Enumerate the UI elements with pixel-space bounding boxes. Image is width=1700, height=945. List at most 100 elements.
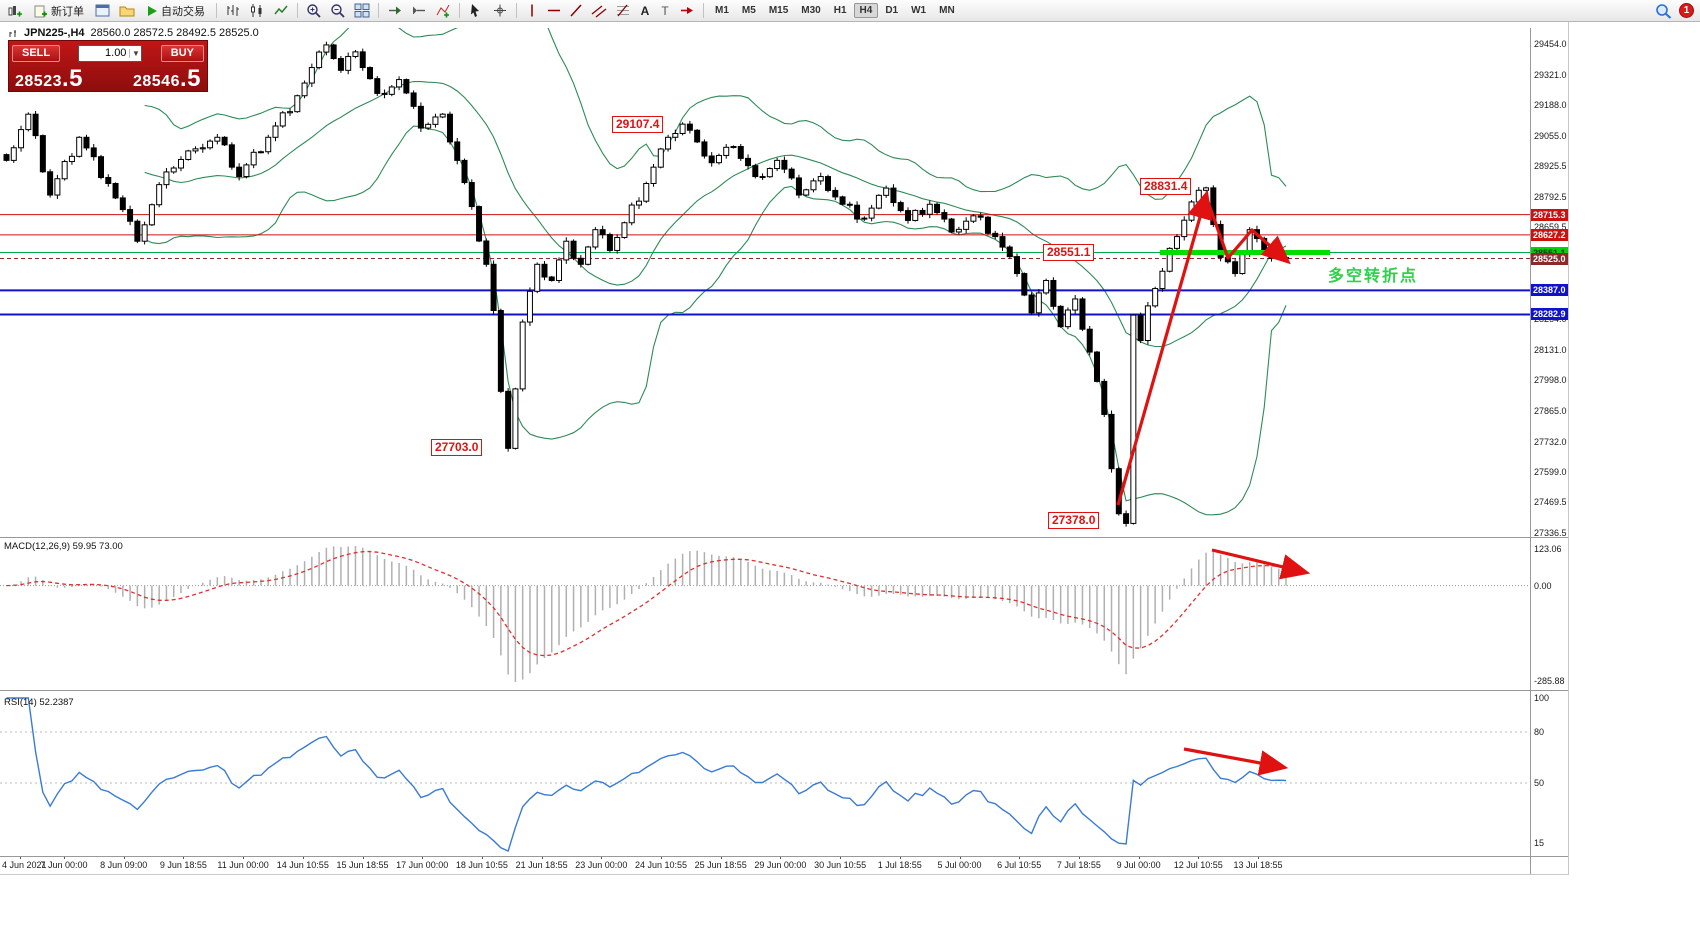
tf-d1[interactable]: D1 — [885, 5, 899, 16]
tf-m1[interactable]: M1 — [715, 5, 729, 16]
note-text: 多空转折点 — [1328, 268, 1419, 285]
auto-scroll-icon[interactable] — [384, 2, 406, 20]
time-tick — [1019, 856, 1021, 859]
cursor-icon[interactable] — [465, 2, 487, 20]
time-label: 13 Jul 18:55 — [1233, 860, 1283, 870]
price-tick: 27865.0 — [1534, 405, 1567, 416]
tf-h4[interactable]: H4 — [853, 3, 879, 18]
tf-mn[interactable]: MN — [939, 5, 955, 16]
fibonacci-icon[interactable] — [612, 2, 634, 20]
time-label: 8 Jun 09:00 — [100, 860, 148, 870]
time-tick — [123, 856, 125, 859]
candlestick-icon[interactable] — [246, 2, 268, 20]
price-tick: 28792.5 — [1534, 191, 1567, 202]
search-icon[interactable] — [1652, 2, 1675, 20]
notification-badge[interactable]: 1 — [1679, 3, 1694, 18]
chart-ohlc: 28560.0 28572.5 28492.5 28525.0 — [90, 27, 259, 39]
time-tick — [720, 856, 722, 859]
macd-panel[interactable] — [0, 540, 1530, 688]
time-tick — [302, 856, 304, 859]
zoom-in-icon[interactable] — [303, 2, 325, 20]
volume-input[interactable] — [79, 45, 130, 61]
price-tick: 27469.5 — [1534, 497, 1567, 508]
tf-m15[interactable]: M15 — [768, 5, 789, 16]
price-tick: 27998.0 — [1534, 375, 1567, 386]
time-label: 29 Jun 00:00 — [754, 860, 807, 870]
buy-price[interactable]: 28546.5 — [132, 67, 201, 91]
sell-price-main: 28523 — [15, 73, 62, 90]
price-callout[interactable]: 28831.4 — [1140, 178, 1192, 195]
arrows-icon[interactable] — [676, 2, 698, 20]
time-label: 1 Jul 18:55 — [877, 860, 922, 870]
time-tick — [780, 856, 782, 859]
tf-w1[interactable]: W1 — [911, 5, 927, 16]
zoom-out-icon[interactable] — [327, 2, 349, 20]
time-tick — [1198, 856, 1200, 859]
sell-button[interactable]: SELL — [12, 44, 61, 62]
time-label: 15 Jun 18:55 — [336, 860, 389, 870]
sell-price[interactable]: 28523.5 — [15, 67, 83, 91]
chart-title: JPN225-,H4 28560.0 28572.5 28492.5 28525… — [8, 27, 259, 39]
panel-separator[interactable] — [0, 690, 1568, 691]
toolbar-separator — [297, 3, 298, 18]
macd-axis-label: -285.88 — [1534, 676, 1565, 686]
price-tick: 28659.5 — [1534, 222, 1567, 233]
trendline-icon[interactable] — [566, 2, 586, 20]
volume-dropdown-icon[interactable]: ▼ — [129, 48, 141, 58]
time-label: 18 Jun 10:55 — [455, 860, 508, 870]
buy-price-frac: .5 — [179, 65, 201, 92]
time-tick — [362, 856, 364, 859]
time-label: 30 Jun 10:55 — [814, 860, 867, 870]
buy-price-main: 28546 — [132, 73, 180, 90]
time-axis[interactable]: 4 Jun 2021 7 Jun 00:00 8 Jun 09:00 9 Jun 18… — [0, 856, 1530, 874]
time-tick — [1138, 856, 1140, 859]
vertical-line-icon[interactable] — [522, 2, 542, 20]
bar-chart-icon[interactable] — [222, 2, 244, 20]
text-icon[interactable]: A — [636, 2, 654, 20]
price-callout[interactable]: 29107.4 — [612, 116, 664, 133]
new-chart-icon[interactable] — [4, 2, 26, 20]
profiles-icon[interactable] — [116, 2, 138, 20]
line-chart-icon[interactable] — [270, 2, 292, 20]
tf-m5[interactable]: M5 — [741, 5, 756, 16]
tf-h1[interactable]: H1 — [833, 5, 847, 16]
panel-separator[interactable] — [0, 537, 1568, 538]
tf-m30[interactable]: M30 — [801, 5, 821, 16]
price-chart[interactable] — [0, 28, 1530, 536]
crosshair-icon[interactable] — [489, 2, 511, 20]
label-icon[interactable]: T — [656, 2, 674, 20]
macd-axis-label: 123.06 — [1534, 544, 1562, 554]
tile-windows-icon[interactable] — [351, 2, 373, 20]
auto-trading-button[interactable]: 自动交易 — [140, 2, 211, 20]
price-tick: 29055.0 — [1534, 131, 1567, 142]
time-label: 5 Jul 00:00 — [937, 860, 982, 870]
time-axis-border — [0, 856, 1568, 857]
rsi-panel[interactable] — [0, 694, 1530, 855]
time-tick — [1078, 856, 1080, 859]
channel-icon[interactable] — [588, 2, 610, 20]
time-label: 21 Jun 18:55 — [515, 860, 568, 870]
price-tick: 29321.0 — [1534, 69, 1567, 80]
chart-shift-icon[interactable] — [408, 2, 430, 20]
price-tick: 27732.0 — [1534, 436, 1567, 447]
time-label: 9 Jul 00:00 — [1116, 860, 1161, 870]
chart-window-bottom — [0, 874, 1569, 875]
indicators-icon[interactable] — [432, 2, 454, 20]
price-tick: 28925.5 — [1534, 161, 1567, 172]
price-callout[interactable]: 28551.1 — [1043, 244, 1095, 261]
sell-price-frac: .5 — [62, 65, 84, 92]
horizontal-line-icon[interactable] — [544, 2, 564, 20]
macd-label-text: MACD(12,26,9) 59.95 73.00 — [4, 541, 123, 552]
buy-button[interactable]: BUY — [160, 44, 204, 62]
time-tick — [899, 856, 901, 859]
rsi-axis-label: 100 — [1534, 693, 1550, 703]
time-label: 11 Jun 00:00 — [217, 860, 269, 870]
time-label: 24 Jun 10:55 — [634, 860, 688, 870]
price-callout[interactable]: 27378.0 — [1048, 512, 1100, 529]
volume-box: ▼ — [78, 44, 143, 62]
price-callout[interactable]: 27703.0 — [431, 439, 483, 456]
charts-icon[interactable] — [92, 2, 114, 20]
new-order-button[interactable]: 新订单 — [28, 2, 90, 20]
time-label: 7 Jun 00:00 — [40, 860, 88, 870]
time-label: 9 Jun 18:55 — [159, 860, 207, 870]
